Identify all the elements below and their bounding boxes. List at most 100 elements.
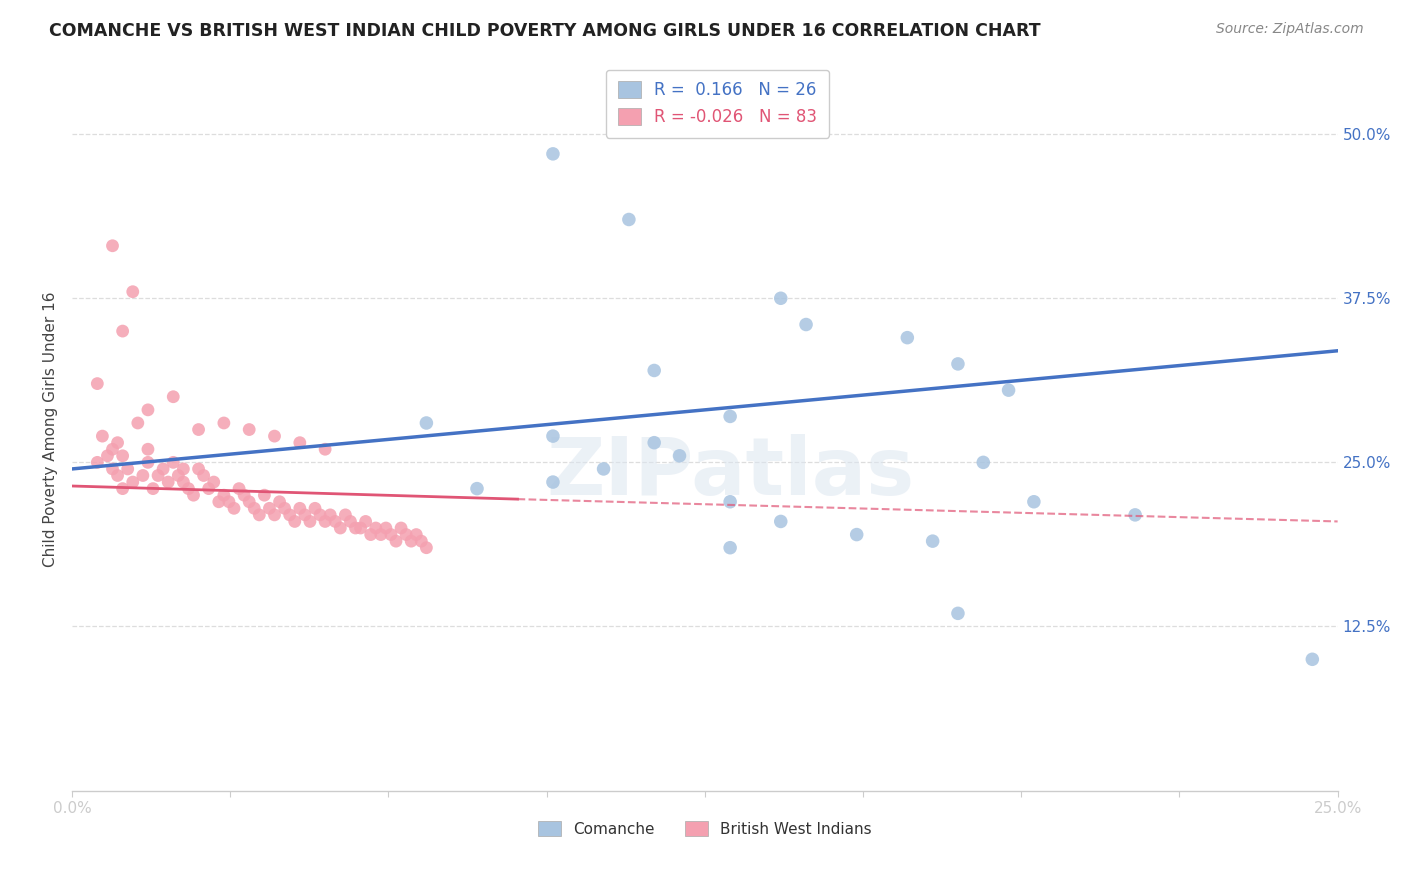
Point	[238, 495, 260, 509]
Point	[263, 429, 285, 443]
Point	[172, 475, 194, 489]
Point	[360, 527, 382, 541]
Point	[395, 527, 418, 541]
Point	[121, 475, 143, 489]
Point	[288, 435, 311, 450]
Point	[718, 409, 741, 424]
Point	[415, 416, 437, 430]
Y-axis label: Child Poverty Among Girls Under 16: Child Poverty Among Girls Under 16	[44, 292, 58, 567]
Point	[101, 442, 124, 457]
Point	[208, 495, 231, 509]
Point	[946, 607, 969, 621]
Point	[592, 462, 614, 476]
Point	[121, 285, 143, 299]
Point	[405, 527, 427, 541]
Point	[127, 416, 149, 430]
Point	[997, 383, 1019, 397]
Point	[380, 527, 402, 541]
Point	[136, 402, 159, 417]
Point	[411, 534, 433, 549]
Point	[354, 515, 377, 529]
Point	[541, 475, 564, 489]
Text: COMANCHE VS BRITISH WEST INDIAN CHILD POVERTY AMONG GIRLS UNDER 16 CORRELATION C: COMANCHE VS BRITISH WEST INDIAN CHILD PO…	[49, 22, 1040, 40]
Point	[107, 468, 129, 483]
Point	[769, 291, 792, 305]
Point	[946, 357, 969, 371]
Point	[162, 390, 184, 404]
Point	[541, 429, 564, 443]
Point	[86, 455, 108, 469]
Point	[91, 429, 114, 443]
Point	[259, 501, 281, 516]
Point	[288, 501, 311, 516]
Point	[399, 534, 422, 549]
Point	[769, 515, 792, 529]
Point	[197, 482, 219, 496]
Point	[238, 423, 260, 437]
Point	[117, 462, 139, 476]
Point	[374, 521, 396, 535]
Text: Source: ZipAtlas.com: Source: ZipAtlas.com	[1216, 22, 1364, 37]
Point	[339, 515, 361, 529]
Point	[323, 515, 346, 529]
Point	[233, 488, 256, 502]
Point	[273, 501, 295, 516]
Point	[193, 468, 215, 483]
Point	[247, 508, 270, 522]
Point	[643, 363, 665, 377]
Point	[132, 468, 155, 483]
Point	[335, 508, 357, 522]
Point	[111, 324, 134, 338]
Point	[718, 541, 741, 555]
Point	[278, 508, 301, 522]
Point	[202, 475, 225, 489]
Point	[415, 541, 437, 555]
Point	[349, 521, 371, 535]
Point	[177, 482, 200, 496]
Point	[465, 482, 488, 496]
Point	[167, 468, 190, 483]
Point	[101, 239, 124, 253]
Point	[269, 495, 291, 509]
Point	[972, 455, 994, 469]
Point	[212, 488, 235, 502]
Point	[541, 146, 564, 161]
Point	[298, 515, 321, 529]
Point	[385, 534, 408, 549]
Point	[794, 318, 817, 332]
Point	[364, 521, 387, 535]
Point	[253, 488, 276, 502]
Point	[718, 495, 741, 509]
Point	[162, 455, 184, 469]
Point	[101, 462, 124, 476]
Point	[1301, 652, 1323, 666]
Point	[222, 501, 245, 516]
Point	[96, 449, 118, 463]
Point	[314, 515, 336, 529]
Point	[152, 462, 174, 476]
Point	[111, 449, 134, 463]
Point	[370, 527, 392, 541]
Point	[284, 515, 307, 529]
Legend: Comanche, British West Indians: Comanche, British West Indians	[530, 813, 879, 845]
Text: ZIPatlas: ZIPatlas	[546, 434, 914, 512]
Point	[1123, 508, 1146, 522]
Point	[107, 435, 129, 450]
Point	[157, 475, 180, 489]
Point	[142, 482, 165, 496]
Point	[187, 423, 209, 437]
Point	[304, 501, 326, 516]
Point	[111, 482, 134, 496]
Point	[1022, 495, 1045, 509]
Point	[294, 508, 316, 522]
Point	[212, 416, 235, 430]
Point	[845, 527, 868, 541]
Point	[617, 212, 640, 227]
Point	[643, 435, 665, 450]
Point	[172, 462, 194, 476]
Point	[136, 455, 159, 469]
Point	[309, 508, 332, 522]
Point	[183, 488, 205, 502]
Point	[314, 442, 336, 457]
Point	[344, 521, 367, 535]
